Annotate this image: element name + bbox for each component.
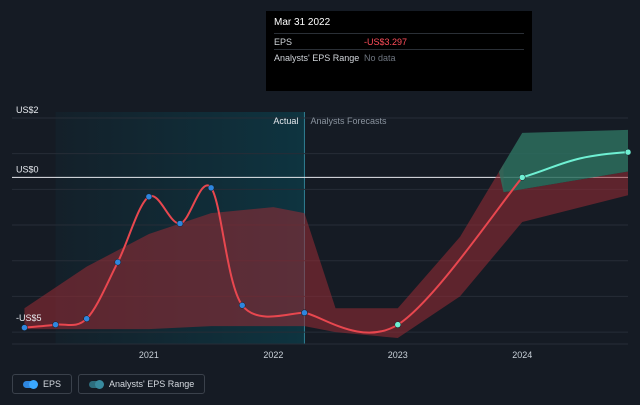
legend: EPS Analysts' EPS Range	[12, 374, 206, 394]
eps-actual-point	[114, 258, 122, 266]
eps-actual-point	[83, 315, 90, 322]
x-tick-label: 2022	[263, 350, 283, 360]
hover-tooltip: Mar 31 2022 EPS -US$3.297 Analysts' EPS …	[266, 11, 532, 91]
x-tick-label: 2021	[139, 350, 159, 360]
eps-forecast-point	[394, 321, 402, 328]
eps-range-band-down	[24, 129, 628, 339]
legend-range-toggle[interactable]: Analysts' EPS Range	[78, 374, 206, 394]
tooltip-range-value: No data	[364, 53, 396, 63]
eps-forecast-point	[624, 148, 632, 156]
legend-eps-label: EPS	[43, 379, 62, 389]
eps-forecast-point	[301, 309, 308, 317]
x-tick-label: 2023	[388, 350, 408, 360]
toggle-icon	[23, 380, 37, 388]
eps-points-group	[21, 148, 632, 331]
eps-actual-line	[24, 184, 305, 329]
legend-range-label: Analysts' EPS Range	[109, 379, 195, 389]
y-tick-label: -US$5	[16, 313, 42, 323]
section-label-actual: Actual	[273, 116, 298, 126]
x-tick-label: 2024	[512, 350, 532, 360]
eps-range-group	[24, 129, 628, 339]
eps-actual-point	[21, 324, 28, 331]
section-label-forecast: Analysts Forecasts	[310, 116, 387, 126]
tooltip-row-range: Analysts' EPS Range No data	[274, 49, 524, 65]
eps-forecast-line-positive	[521, 151, 629, 179]
eps-forecast-point	[518, 174, 526, 181]
y-tick-label: US$2	[16, 105, 39, 115]
tooltip-eps-label: EPS	[274, 37, 293, 47]
eps-actual-point	[145, 193, 153, 201]
toggle-icon	[89, 380, 104, 388]
axis-labels-group: US$2 US$0 -US$5 2021 2022 2023 2024 Actual Analy…	[16, 105, 532, 360]
eps-actual-point	[238, 302, 246, 309]
eps-actual-point	[207, 184, 215, 192]
legend-eps-toggle[interactable]: EPS	[12, 374, 73, 394]
eps-forecast-line	[304, 176, 523, 334]
eps-actual-point	[176, 220, 184, 227]
tooltip-date: Mar 31 2022	[274, 17, 331, 28]
tooltip-range-label: Analysts' EPS Range	[274, 53, 360, 63]
tooltip-eps-value: -US$3.297	[364, 37, 408, 47]
tooltip-row-eps: EPS -US$3.297	[274, 33, 524, 49]
y-tick-label: US$0	[16, 164, 39, 174]
eps-actual-point	[52, 321, 59, 328]
eps-lines-group	[24, 151, 629, 334]
